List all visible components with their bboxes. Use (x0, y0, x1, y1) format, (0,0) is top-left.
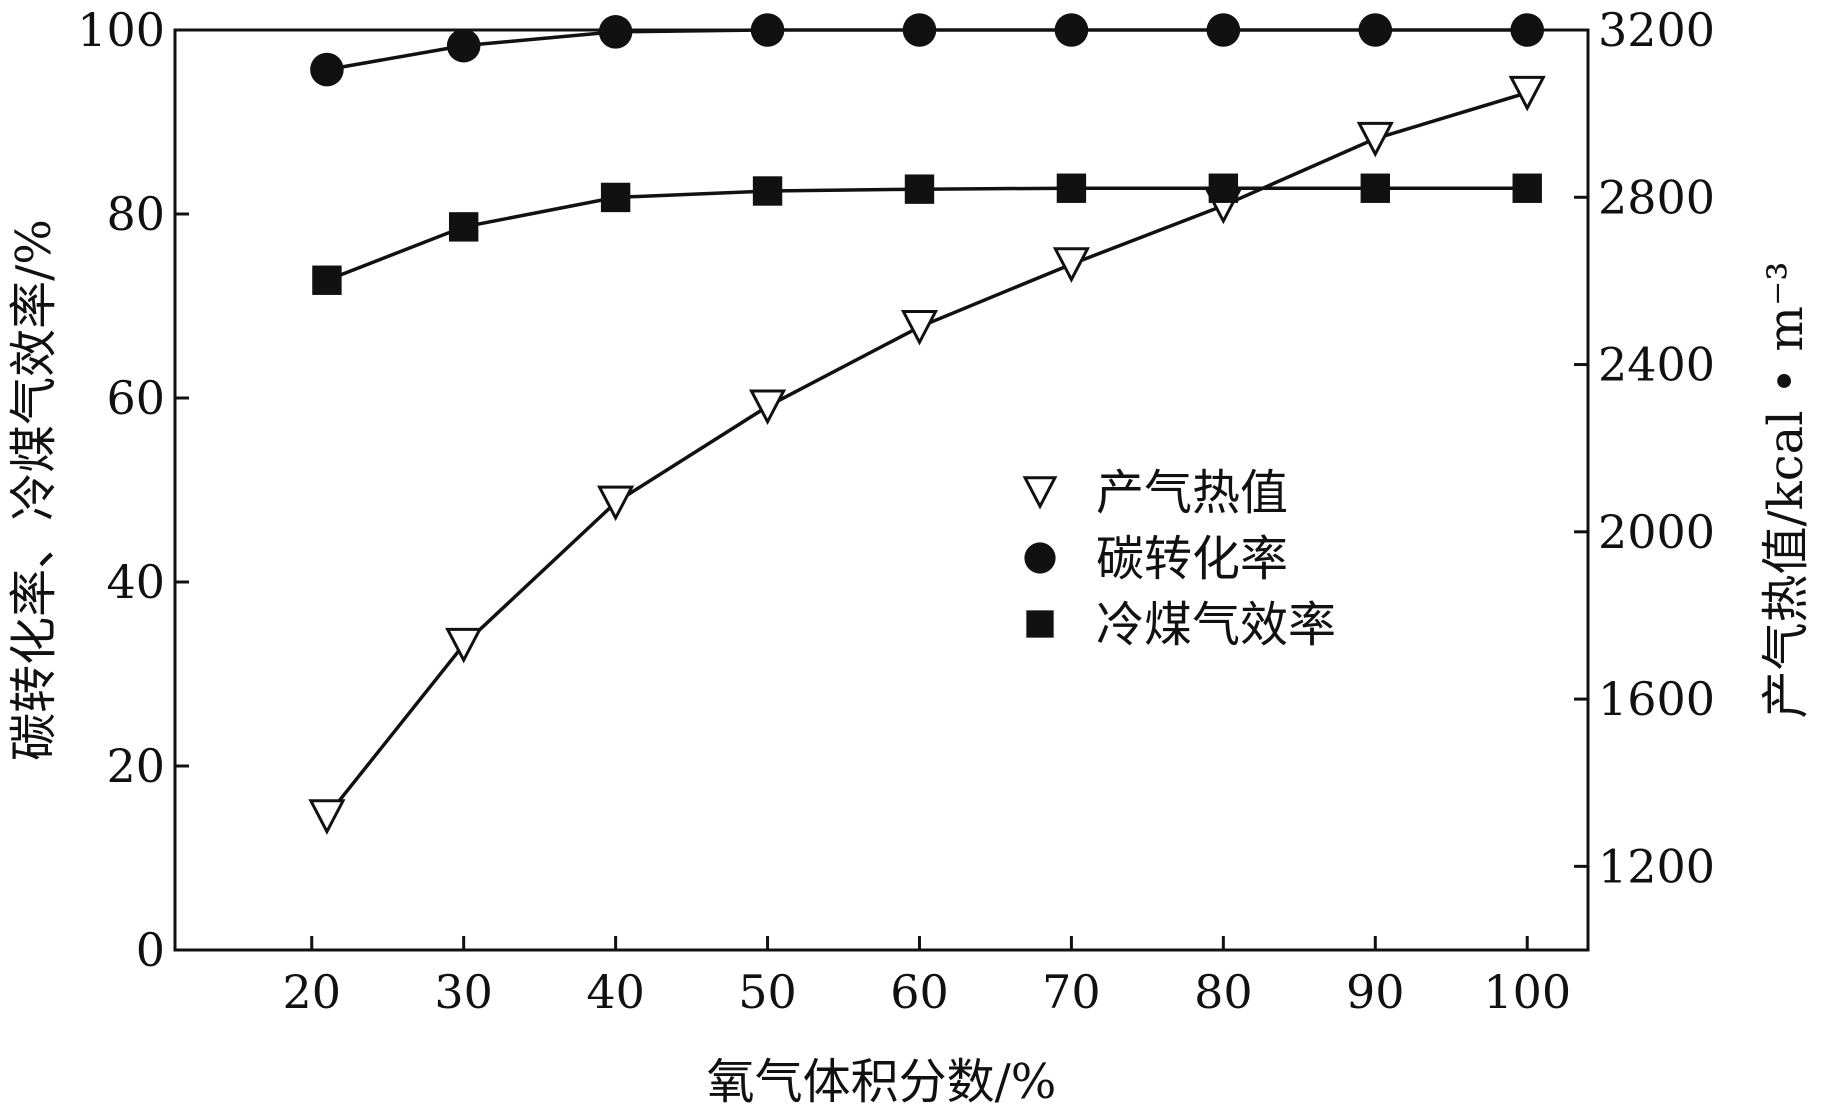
x-tick-label: 30 (434, 965, 493, 1019)
data-point (1358, 13, 1393, 47)
data-point (750, 13, 785, 47)
axes-layer: 20 30 40 50 60 70 80 90 100 0 20 40 60 80 100 1200 1600 2… (77, 3, 1715, 1019)
x-tick-label: 70 (1042, 965, 1101, 1019)
x-tick-label: 80 (1194, 965, 1253, 1019)
x-tick-label: 40 (586, 965, 645, 1019)
y-left-axis-title: 碳转化率、冷煤气效率/% (6, 219, 62, 761)
data-point (312, 265, 342, 295)
data-point (902, 13, 937, 47)
y-right-tick-label: 2800 (1598, 170, 1715, 224)
y-left-tick-label: 0 (136, 923, 165, 977)
y-right-tick-label: 3200 (1598, 3, 1715, 57)
y-right-tick-label: 2400 (1598, 338, 1715, 392)
legend-label: 碳转化率 (1096, 531, 1288, 587)
y-left-tick-label: 20 (106, 739, 165, 793)
y-left-tick-label: 100 (77, 3, 165, 57)
data-point (1026, 610, 1054, 638)
data-point (1054, 13, 1089, 47)
data-point (446, 28, 481, 63)
x-tick-label: 90 (1346, 965, 1405, 1019)
x-tick-label: 60 (890, 965, 949, 1019)
legend-label: 冷煤气效率 (1096, 597, 1336, 653)
data-point (1508, 75, 1546, 112)
data-point (1052, 247, 1090, 283)
data-point (1208, 173, 1239, 203)
series-3 (312, 173, 1542, 295)
series-1 (308, 75, 1546, 835)
data-point (445, 627, 483, 664)
data-point (1356, 121, 1394, 158)
data-point (1360, 173, 1390, 203)
x-tick-label: 20 (282, 965, 341, 1019)
data-point (448, 212, 479, 242)
data-point (1510, 13, 1545, 47)
y-left-tick-label: 60 (106, 371, 165, 425)
data-point (1022, 476, 1058, 510)
data-point (1024, 542, 1056, 574)
data-point (1512, 173, 1542, 203)
series-2 (310, 13, 1545, 87)
data-point (600, 182, 631, 213)
y-left-tick-label: 40 (106, 555, 165, 609)
y-right-axis-title: 产气热值/kcal • m⁻³ (1758, 261, 1814, 718)
data-point (310, 52, 344, 87)
y-left-tick-label: 80 (106, 187, 165, 241)
data-point (748, 389, 787, 426)
data-point (308, 799, 346, 835)
data-point (597, 485, 635, 522)
series-layer (308, 13, 1546, 835)
data-point (1056, 173, 1087, 203)
plot-frame (173, 28, 1590, 952)
data-point (598, 15, 633, 49)
data-point (900, 310, 939, 346)
y-right-tick-label: 1600 (1598, 672, 1715, 726)
x-tick-label: 50 (738, 965, 797, 1019)
legend-label: 产气热值 (1096, 465, 1288, 521)
data-point (904, 174, 935, 204)
x-tick-label: 100 (1483, 965, 1571, 1019)
x-axis-title: 氧气体积分数/% (707, 1054, 1057, 1110)
y-right-tick-label: 2000 (1598, 505, 1715, 559)
data-point (1206, 13, 1241, 47)
y-right-tick-label: 1200 (1598, 839, 1715, 893)
data-point (752, 176, 783, 206)
